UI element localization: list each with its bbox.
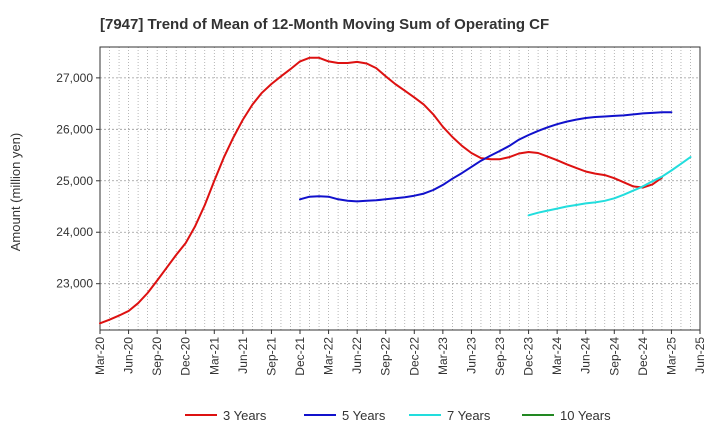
legend: 3 Years 5 Years 7 Years 10 Years — [185, 408, 611, 423]
x-tick-label: Sep-24 — [607, 337, 621, 376]
legend-label-3y: 3 Years — [223, 408, 267, 423]
legend-label-10y: 10 Years — [560, 408, 611, 423]
y-tick-label: 27,000 — [56, 71, 93, 85]
x-tick-label: Jun-24 — [579, 337, 593, 374]
x-tick-label: Dec-24 — [636, 337, 650, 376]
x-tick-label: Mar-22 — [322, 337, 336, 375]
series-line-3y — [99, 56, 663, 325]
x-tick-label: Mar-21 — [207, 337, 221, 375]
x-tick-label: Dec-23 — [522, 337, 536, 376]
y-tick-label: 26,000 — [56, 122, 93, 136]
x-tick-label: Sep-21 — [264, 337, 278, 376]
series-layer — [99, 56, 692, 325]
legend-label-7y: 7 Years — [447, 408, 491, 423]
series-line-7y — [527, 156, 692, 217]
x-tick-label: Jun-25 — [693, 337, 707, 374]
chart-title: [7947] Trend of Mean of 12-Month Moving … — [100, 16, 549, 33]
x-tick-label: Jun-20 — [122, 337, 136, 374]
x-tick-label: Mar-23 — [436, 337, 450, 375]
x-tick-label: Mar-25 — [664, 337, 678, 375]
x-tick-label: Mar-24 — [550, 337, 564, 375]
x-tick-label: Jun-23 — [464, 337, 478, 374]
x-tick-label: Dec-20 — [179, 337, 193, 376]
x-tick-label: Jun-21 — [236, 337, 250, 374]
x-tick-label: Sep-22 — [379, 337, 393, 376]
x-tick-label: Jun-22 — [350, 337, 364, 374]
axis-layer: 23,000 24,000 25,000 26,000 27,000 Mar-20 Jun-… — [56, 46, 707, 376]
legend-label-5y: 5 Years — [342, 408, 386, 423]
x-tick-label: Sep-23 — [493, 337, 507, 376]
x-tick-label: Sep-20 — [150, 337, 164, 376]
grid-layer — [100, 47, 700, 330]
x-tick-label: Mar-20 — [93, 337, 107, 375]
y-tick-label: 25,000 — [56, 174, 93, 188]
plot-frame — [99, 46, 701, 331]
series-line-5y — [299, 111, 673, 203]
x-tick-label: Dec-21 — [293, 337, 307, 376]
y-tick-label: 24,000 — [56, 225, 93, 239]
x-tick-label: Dec-22 — [407, 337, 421, 376]
y-tick-label: 23,000 — [56, 277, 93, 291]
y-axis-label: Amount (million yen) — [8, 133, 23, 252]
